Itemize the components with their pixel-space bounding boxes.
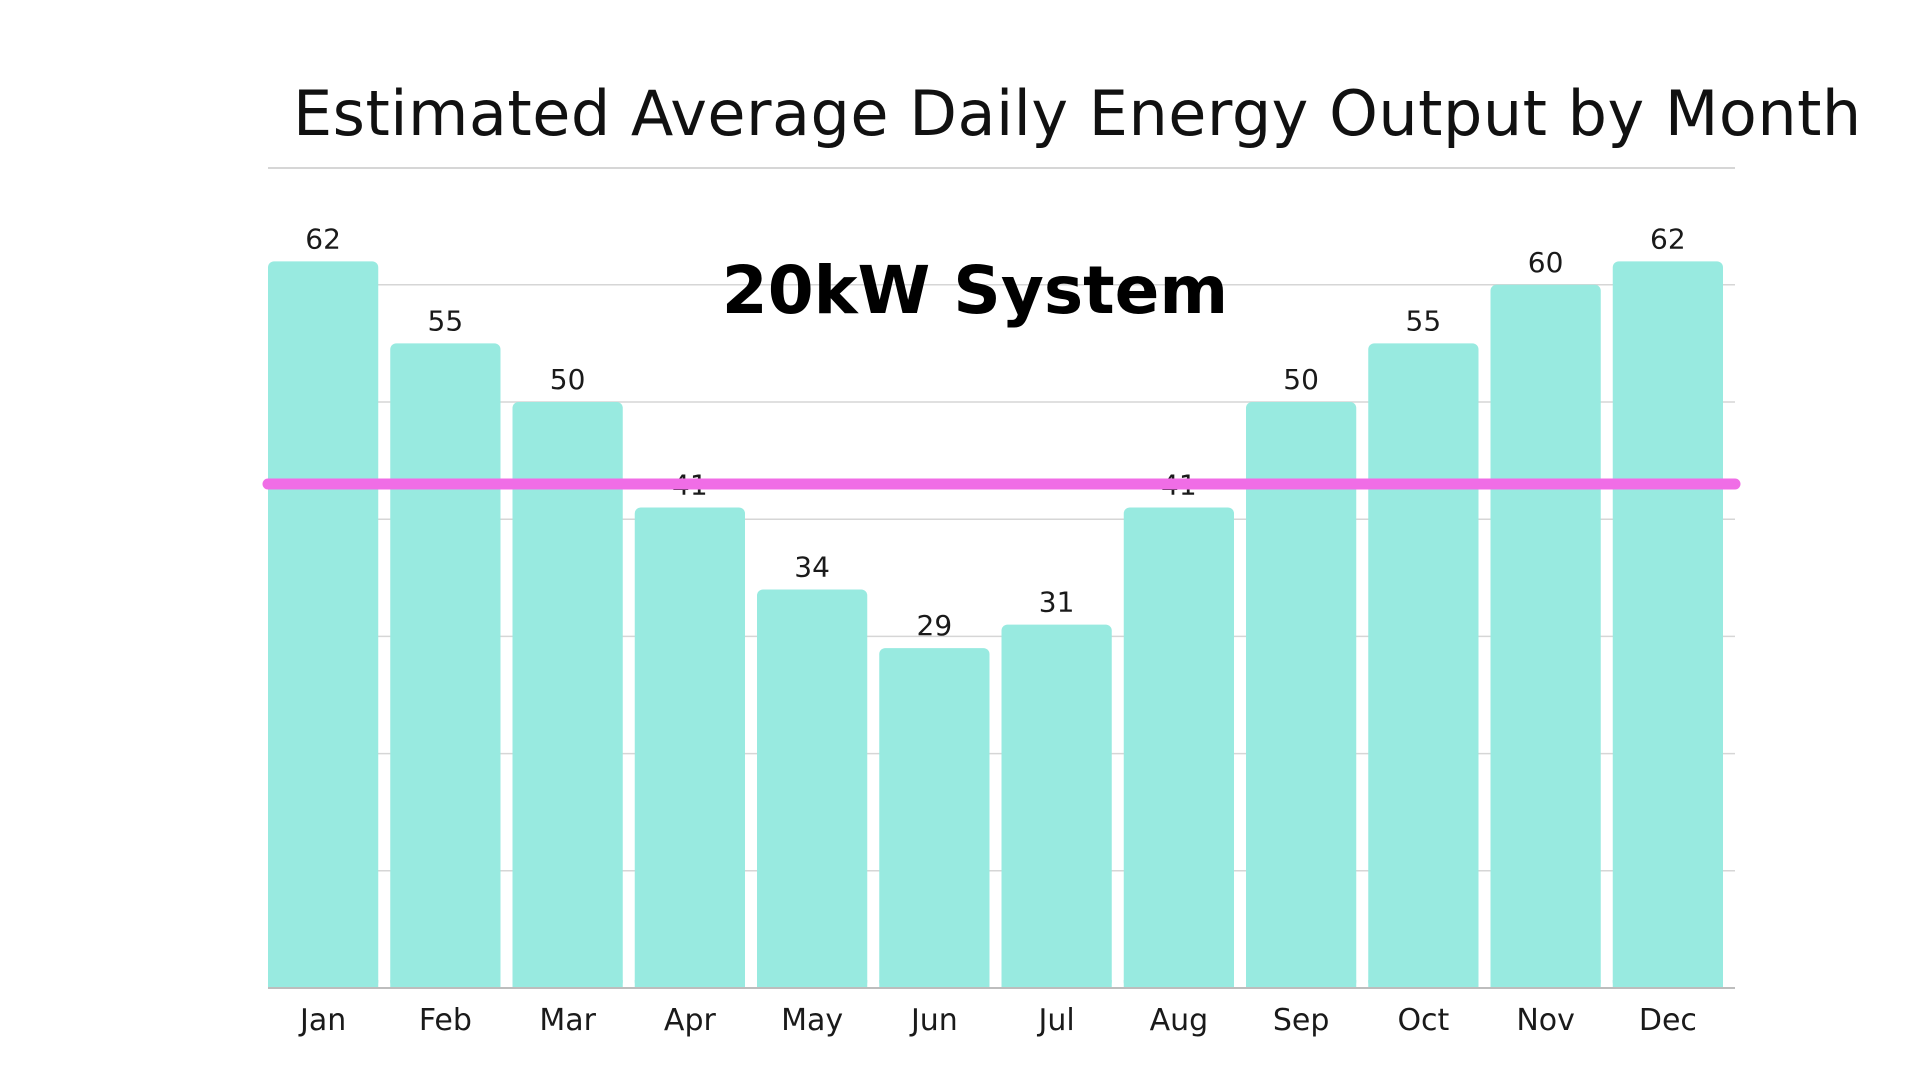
x-tick-label-sep: Sep — [1273, 1003, 1330, 1038]
x-tick-label-feb: Feb — [419, 1003, 472, 1038]
x-axis-ticks: Jan Feb Mar Apr May Jun Jul Aug Sep Oct Nov Dec — [298, 1003, 1697, 1038]
x-tick-label-jun: Jun — [909, 1003, 958, 1038]
x-tick-label-may: May — [781, 1003, 843, 1038]
x-tick-label-jul: Jul — [1037, 1003, 1075, 1038]
data-label-feb: 55 — [428, 304, 464, 337]
chart-subtitle: 20kW System — [722, 252, 1228, 329]
bar-apr — [634, 507, 745, 988]
bar-base-oct — [1368, 980, 1479, 988]
data-label-jun: 29 — [917, 609, 953, 642]
chart-title: Estimated Average Daily Energy Output by… — [293, 77, 1862, 150]
bar-base-jun — [879, 980, 990, 988]
x-tick-label-dec: Dec — [1639, 1003, 1697, 1038]
bar-base-apr — [634, 980, 745, 988]
bar-base-dec — [1612, 980, 1723, 988]
x-tick-label-nov: Nov — [1516, 1003, 1575, 1038]
x-tick-label-aug: Aug — [1150, 1003, 1209, 1038]
data-label-may: 34 — [794, 551, 830, 584]
x-tick-label-mar: Mar — [539, 1003, 596, 1038]
bar-base-sep — [1246, 980, 1357, 988]
bar-aug — [1123, 507, 1234, 988]
bar-jul — [1001, 624, 1112, 988]
bar-feb — [390, 343, 501, 988]
bar-base-nov — [1490, 980, 1601, 988]
bar-dec — [1612, 261, 1723, 988]
bar-may — [757, 589, 868, 988]
data-label-nov: 60 — [1528, 246, 1564, 279]
bar-base-may — [757, 980, 868, 988]
bar-jun — [879, 648, 990, 988]
bar-base-aug — [1123, 980, 1234, 988]
data-label-jul: 31 — [1039, 586, 1075, 619]
bar-sep — [1246, 402, 1357, 988]
bar-mar — [512, 402, 623, 988]
bar-oct — [1368, 343, 1479, 988]
data-label-oct: 55 — [1406, 304, 1442, 337]
data-label-jan: 62 — [305, 222, 341, 255]
data-label-sep: 50 — [1283, 363, 1319, 396]
x-tick-label-oct: Oct — [1397, 1003, 1449, 1038]
bar-jan — [268, 261, 379, 988]
data-label-mar: 50 — [550, 363, 586, 396]
bar-base-feb — [390, 980, 501, 988]
bar-nov — [1490, 284, 1601, 988]
data-label-dec: 62 — [1650, 222, 1686, 255]
x-tick-label-apr: Apr — [664, 1003, 717, 1038]
x-tick-label-jan: Jan — [298, 1003, 346, 1038]
bar-base-jan — [268, 980, 379, 988]
bar-base-jul — [1001, 980, 1112, 988]
bars — [268, 261, 1723, 988]
bar-base-mar — [512, 980, 623, 988]
